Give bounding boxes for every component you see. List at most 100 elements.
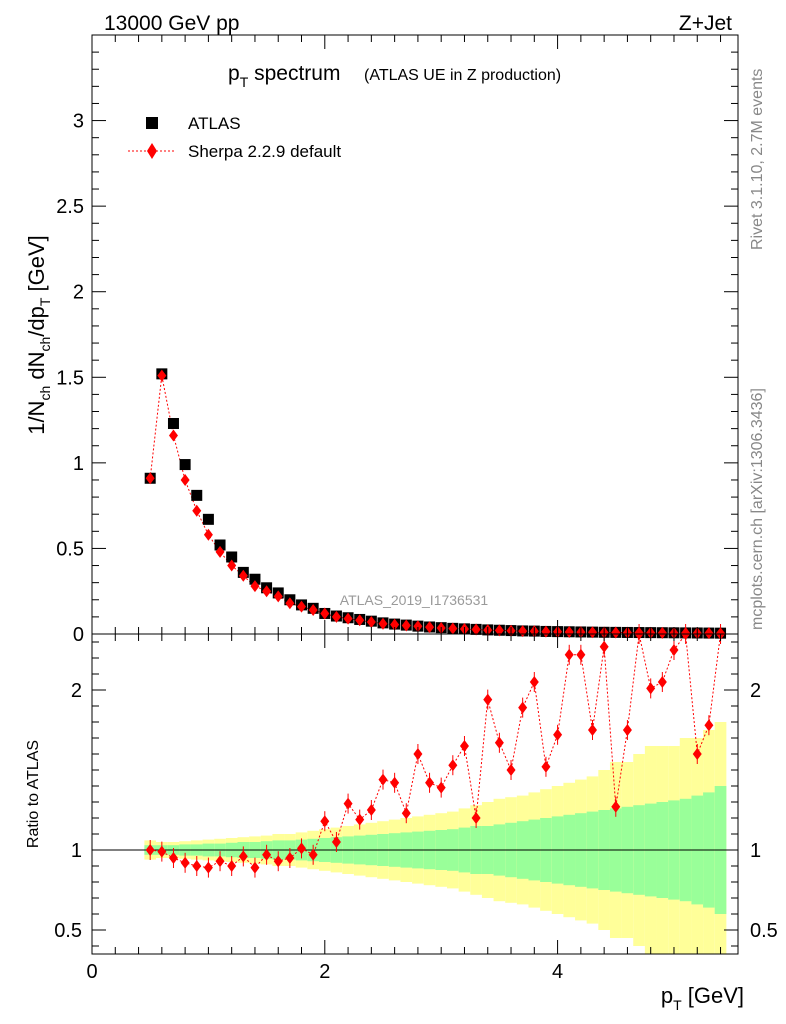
main-y-tick-label: 0.5 (56, 538, 84, 560)
sherpa-data-point (157, 369, 167, 382)
x-tick-label: 2 (319, 961, 330, 983)
ratio-plot-panel: 0.5 0.5 1 1 2 2 0 2 4 Ratio to ATLAS (25, 624, 778, 983)
sherpa-ratio-point (657, 676, 667, 688)
analysis-watermark: ATLAS_2019_I1736531 (340, 592, 489, 608)
sherpa-data-point (564, 625, 574, 638)
sherpa-data-point (331, 610, 341, 623)
sherpa-data-point (285, 597, 295, 610)
sherpa-data-point (425, 621, 435, 634)
sherpa-ratio-point (297, 842, 307, 855)
plot-title-word: spectrum (248, 62, 340, 85)
ratio-y-tick-label: 0.5 (54, 920, 82, 942)
legend-sherpa-label: Sherpa 2.2.9 default (188, 142, 341, 161)
sherpa-ratio-point (390, 776, 400, 789)
plot-title-p: p (228, 62, 240, 85)
sherpa-ratio-point (366, 804, 376, 816)
sherpa-ratio-point (157, 845, 167, 858)
sherpa-data-point (471, 623, 481, 636)
atlas-data-point (214, 539, 226, 551)
main-plot-ticks: 0 0.5 1 1.5 2 2.5 3 (56, 34, 738, 646)
sherpa-ratio-point (518, 701, 528, 714)
sherpa-ratio-point (669, 644, 679, 656)
sherpa-data-point (262, 585, 272, 598)
sherpa-ratio-point (588, 724, 598, 736)
sherpa-ratio-point (401, 807, 411, 820)
sherpa-ratio-point (203, 861, 213, 874)
ratio-plot-frame (91, 633, 739, 955)
sherpa-data-point (343, 612, 353, 625)
sherpa-data-point (308, 604, 318, 617)
plot-title-sub: T (240, 74, 249, 90)
sherpa-data-point (250, 580, 260, 593)
sherpa-data-point (238, 569, 248, 582)
sherpa-ratio-point (262, 848, 272, 861)
sherpa-ratio-point (448, 759, 458, 772)
legend-atlas-marker (146, 117, 158, 129)
sherpa-ratio-point (285, 852, 295, 864)
sherpa-data-point (273, 590, 283, 603)
mcplots-label: mcplots.cern.ch [arXiv:1306.3436] (749, 388, 766, 630)
main-y-tick-label: 2.5 (56, 196, 84, 218)
ratio-y-tick-label-right: 2 (750, 680, 761, 702)
sherpa-data-point (611, 626, 621, 639)
sherpa-ratio-point (646, 682, 656, 695)
sherpa-data-point (320, 607, 330, 620)
plot-title: pT spectrum (228, 62, 340, 90)
sherpa-data-point (390, 618, 400, 631)
sherpa-ratio-point (564, 648, 574, 661)
sherpa-ratio-point (250, 861, 260, 874)
main-y-tick-label: 1.5 (56, 367, 84, 389)
atlas-data-point (167, 417, 179, 429)
x-tick-label: 0 (86, 961, 97, 983)
ratio-plot-ticks: 0.5 0.5 1 1 2 2 0 2 4 (54, 634, 778, 983)
sherpa-data-point (588, 626, 598, 639)
main-plot-panel: 0 0.5 1 1.5 2 2.5 3 pT spectrum (ATLAS UE in Z… (24, 34, 739, 646)
sherpa-ratio-point (425, 776, 435, 789)
rivet-version-label: Rivet 3.1.10, 2.7M events (749, 69, 766, 250)
ratio-y-axis-label: Ratio to ATLAS (25, 740, 42, 848)
sherpa-data-point (203, 528, 213, 541)
ratio-y-tick-label-right: 0.5 (750, 920, 778, 942)
energy-label: 13000 GeV pp (104, 12, 239, 35)
sherpa-data-point (355, 614, 365, 627)
sherpa-ratio-point (471, 812, 481, 824)
legend-atlas-label: ATLAS (188, 114, 241, 133)
sherpa-data-point (145, 472, 155, 485)
sherpa-data-point (494, 624, 504, 637)
sherpa-data-point (413, 620, 423, 633)
sherpa-ratio-point (168, 852, 178, 864)
ratio-y-tick-label-right: 1 (750, 840, 761, 862)
sherpa-ratio-point (599, 640, 609, 653)
main-y-tick-label: 3 (73, 111, 84, 133)
ratio-plot-marks (145, 624, 726, 878)
atlas-data-point (249, 573, 261, 585)
sherpa-ratio-point (331, 836, 341, 848)
sherpa-ratio-point (215, 855, 225, 868)
sherpa-data-point (704, 627, 714, 640)
main-y-tick-label: 2 (73, 282, 84, 304)
sherpa-data-point (366, 616, 376, 629)
sherpa-ratio-point (413, 748, 423, 760)
sherpa-ratio-point (227, 860, 237, 872)
sherpa-ratio-point (436, 781, 446, 794)
sherpa-ratio-point (529, 676, 539, 688)
sherpa-ratio-point (494, 736, 504, 749)
sherpa-ratio-point (308, 848, 318, 861)
sherpa-ratio-point (506, 764, 516, 776)
x-axis-label-p: p (661, 983, 673, 1008)
sherpa-ratio-point (553, 728, 563, 741)
sherpa-ratio-point (692, 748, 702, 760)
ratio-y-tick-label: 1 (71, 840, 82, 862)
atlas-data-point (226, 551, 238, 563)
sherpa-ratio-point (622, 724, 632, 736)
x-axis-label: pT [GeV] (661, 983, 744, 1013)
x-tick-label: 4 (552, 961, 563, 983)
sherpa-ratio-point (192, 860, 202, 872)
sherpa-ratio-point (320, 815, 330, 828)
sherpa-data-point (541, 625, 551, 638)
sherpa-ratio-point (238, 850, 248, 863)
sherpa-ratio-point (273, 855, 283, 868)
sherpa-data-point (215, 545, 225, 558)
sherpa-ratio-point (459, 740, 469, 752)
